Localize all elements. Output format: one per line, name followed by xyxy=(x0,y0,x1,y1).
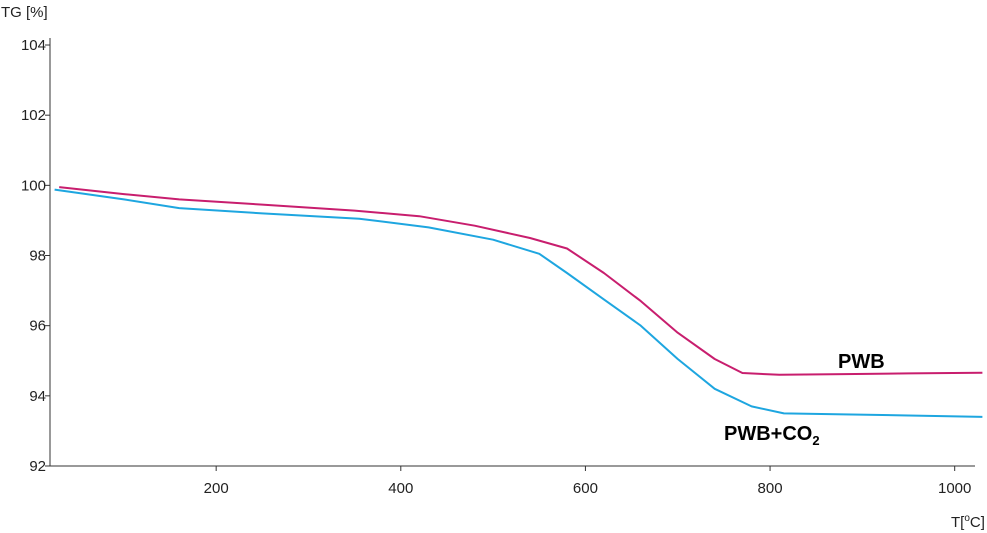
y-axis-title: TG [%] xyxy=(1,4,48,21)
x-tick-label: 800 xyxy=(758,480,783,497)
y-tick-label: 92 xyxy=(29,458,46,475)
x-tick-label: 200 xyxy=(204,480,229,497)
series-line-pwb-co2 xyxy=(54,188,983,418)
x-ticks: 200 400 600 800 1000 xyxy=(204,466,971,497)
y-tick-label: 104 xyxy=(21,37,46,54)
x-tick-label: 1000 xyxy=(938,480,971,497)
series-label-pwb: PWB xyxy=(838,351,885,373)
series-line-pwb xyxy=(59,186,983,376)
y-tick-label: 96 xyxy=(29,318,46,335)
y-tick-label: 94 xyxy=(29,388,46,405)
x-axis-title: T[oC] xyxy=(951,513,985,531)
series-label-pwb-co2: PWB+CO2 xyxy=(724,423,820,448)
y-tick-label: 100 xyxy=(21,177,46,194)
axes xyxy=(49,38,975,467)
y-tick-label: 102 xyxy=(21,107,46,124)
series-lines xyxy=(54,186,983,418)
y-tick-label: 98 xyxy=(29,248,46,265)
degree-sign: o xyxy=(964,513,970,524)
y-ticks: 92 94 96 98 100 102 104 xyxy=(21,37,50,475)
x-tick-label: 600 xyxy=(573,480,598,497)
x-tick-label: 400 xyxy=(388,480,413,497)
